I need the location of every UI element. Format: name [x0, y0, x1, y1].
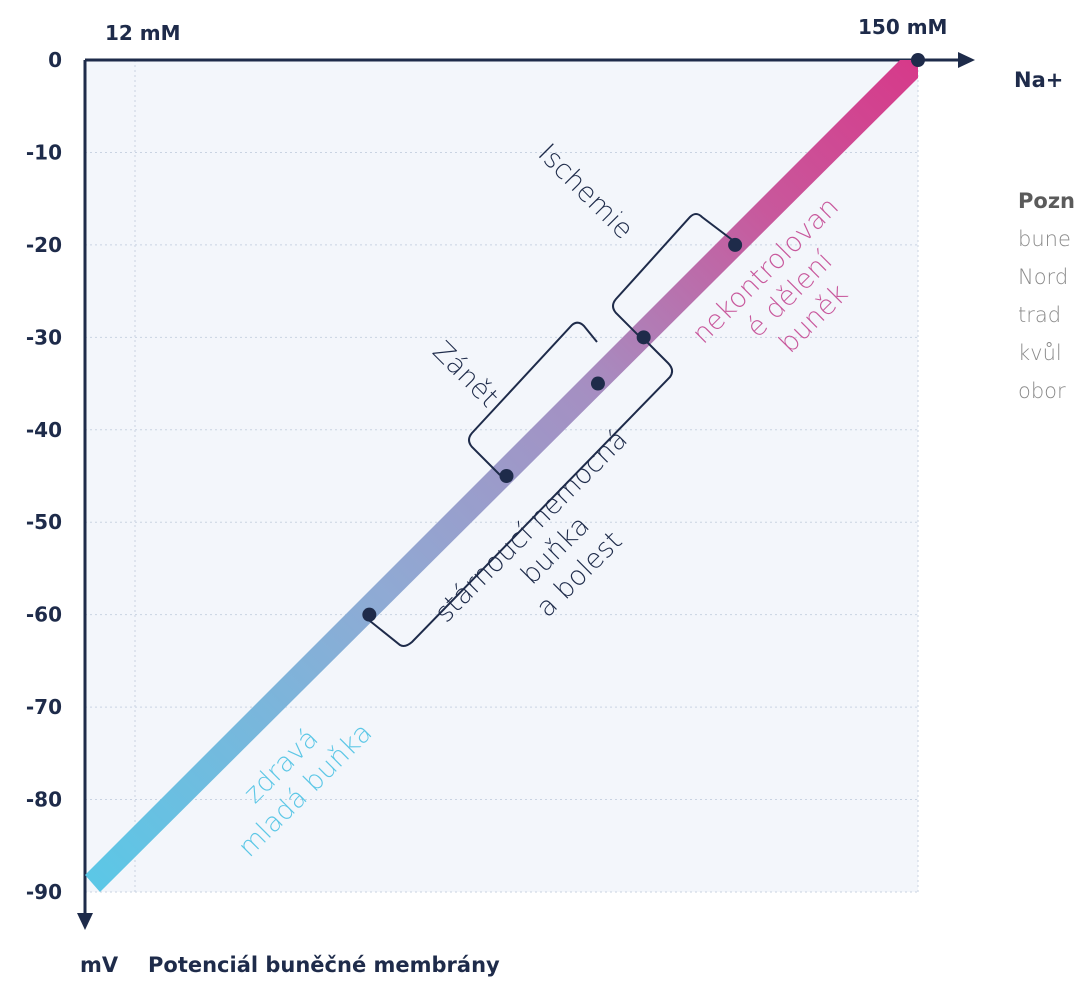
- note-title: Pozn: [1018, 189, 1075, 213]
- note-line: kvůl: [1018, 341, 1062, 365]
- x-tick-label: 12 mM: [105, 21, 181, 45]
- data-point: [590, 376, 605, 391]
- y-tick-label: 0: [48, 48, 62, 72]
- y-tick-label: -60: [26, 603, 62, 627]
- grid: [85, 60, 919, 893]
- y-tick-label: -90: [26, 880, 62, 904]
- note-line: trad: [1018, 303, 1061, 327]
- membrane-potential-label: Potenciál buněčné membrány: [148, 953, 500, 977]
- y-tick-label: -20: [26, 233, 62, 257]
- y-tick-label: -70: [26, 695, 62, 719]
- x-axis-label: Na+: [1014, 68, 1063, 92]
- x-tick-label: 150 mM: [858, 15, 947, 39]
- data-point: [499, 469, 514, 483]
- data-point: [636, 330, 651, 345]
- data-point: [362, 607, 377, 622]
- y-tick-label: -40: [26, 418, 62, 442]
- note-line: Nord: [1018, 265, 1068, 289]
- bracket-aging: [364, 334, 674, 647]
- bracket-inflammation: [468, 321, 598, 476]
- y-axis-label: mV: [80, 953, 119, 977]
- bracket-ischemia: [612, 213, 736, 338]
- y-tick-label: -30: [26, 325, 62, 349]
- y-axis-arrow-icon: [77, 913, 93, 930]
- x-axis-arrow-icon: [958, 52, 975, 68]
- data-point: [728, 237, 743, 252]
- y-tick-labels: 0 -10 -20 -30 -40 -50 -60 -70 -80 -90: [26, 48, 62, 904]
- note-line: bune: [1018, 227, 1071, 251]
- side-note: Pozn bune Nord trad kvůl obor: [1018, 189, 1075, 403]
- y-tick-label: -80: [26, 788, 62, 812]
- data-points: [362, 53, 925, 622]
- data-point: [911, 53, 925, 67]
- note-line: obor: [1018, 379, 1066, 403]
- y-tick-label: -10: [26, 140, 62, 164]
- y-tick-label: -50: [26, 510, 62, 534]
